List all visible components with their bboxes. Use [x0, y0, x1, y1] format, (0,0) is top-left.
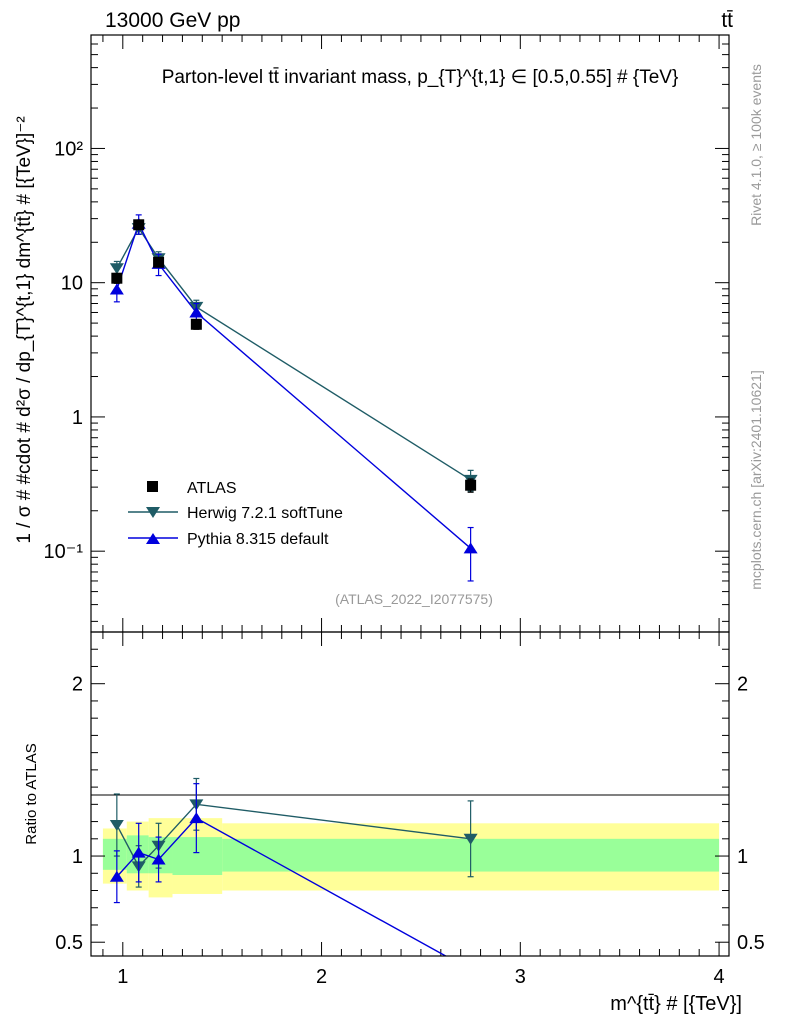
main-pythia-point	[189, 306, 204, 318]
ratio-panel-frame	[90, 631, 730, 957]
ratio-y-tick-label: 0.5	[55, 932, 83, 954]
ratio-herwig-point	[463, 833, 478, 845]
ratio-axis-ticks: 1 2 3 4 0.5 0.5 1 1 2 2	[55, 632, 765, 988]
ratio-herwig-point	[109, 820, 124, 832]
main-y-axis-label: 1 / σ # #cdot # d²σ / dp_{T}^{t,1} dm^{t…	[14, 116, 35, 543]
x-axis-label: m^{tt̄} # [{TeV}]	[610, 993, 742, 1015]
ratio-y-tick-label-right: 2	[737, 674, 748, 696]
legend-atlas-marker	[147, 481, 158, 492]
ratio-y-tick-label-right: 0.5	[737, 932, 765, 954]
x-tick-label: 1	[117, 966, 128, 988]
ratio-band-inner	[102, 838, 127, 870]
legend-herwig-marker	[146, 507, 160, 518]
main-y-tick-label: 10²	[54, 138, 83, 160]
legend-pythia-label: Pythia 8.315 default	[187, 531, 329, 548]
process-label: tt̄	[721, 9, 733, 32]
ratio-band-inner	[172, 837, 223, 875]
main-atlas-point	[190, 318, 202, 330]
main-axis-ticks: 10⁻¹ 1 10 10²	[44, 34, 729, 632]
main-atlas-point	[465, 479, 477, 491]
ratio-pythia-point	[189, 812, 204, 824]
x-tick-label: 2	[316, 966, 327, 988]
main-herwig-line	[116, 226, 471, 481]
main-y-tick-label: 10	[61, 273, 83, 295]
ratio-y-axis-label: Ratio to ATLAS	[23, 743, 40, 844]
mcplots-label: mcplots.cern.ch [arXiv:2401.10621]	[748, 370, 764, 589]
legend: ATLAS Herwig 7.2.1 softTune Pythia 8.315…	[128, 480, 343, 548]
rivet-version-label: Rivet 4.1.0, ≥ 100k events	[748, 64, 764, 226]
x-tick-label: 4	[713, 966, 724, 988]
x-tick-label: 3	[515, 966, 526, 988]
main-series-lines	[116, 221, 472, 549]
ratio-y-tick-label: 1	[72, 846, 83, 868]
legend-pythia-marker	[146, 533, 160, 544]
ratio-pythia-point	[109, 870, 124, 882]
main-atlas-point	[133, 219, 145, 231]
main-y-tick-label: 10⁻¹	[44, 541, 84, 563]
energy-label: 13000 GeV pp	[105, 9, 240, 32]
ratio-series-points	[109, 777, 478, 904]
legend-atlas-label: ATLAS	[187, 480, 237, 497]
main-atlas-point	[111, 272, 123, 284]
ratio-pythia-point	[131, 846, 146, 858]
main-y-tick-label: 1	[72, 407, 83, 429]
ratio-y-tick-label-right: 1	[737, 846, 748, 868]
ratio-y-tick-label: 2	[72, 674, 83, 696]
main-series-points	[109, 214, 478, 582]
ratio-pythia-point	[151, 853, 166, 865]
main-pythia-point	[109, 283, 124, 295]
analysis-tag: (ATLAS_2022_I2077575)	[335, 591, 493, 607]
legend-herwig-label: Herwig 7.2.1 softTune	[187, 505, 343, 522]
main-herwig-point	[109, 263, 124, 275]
main-pythia-point	[463, 542, 478, 554]
main-atlas-point	[153, 256, 165, 268]
main-title: Parton-level tt̄ invariant mass, p_{T}^{…	[162, 67, 679, 88]
